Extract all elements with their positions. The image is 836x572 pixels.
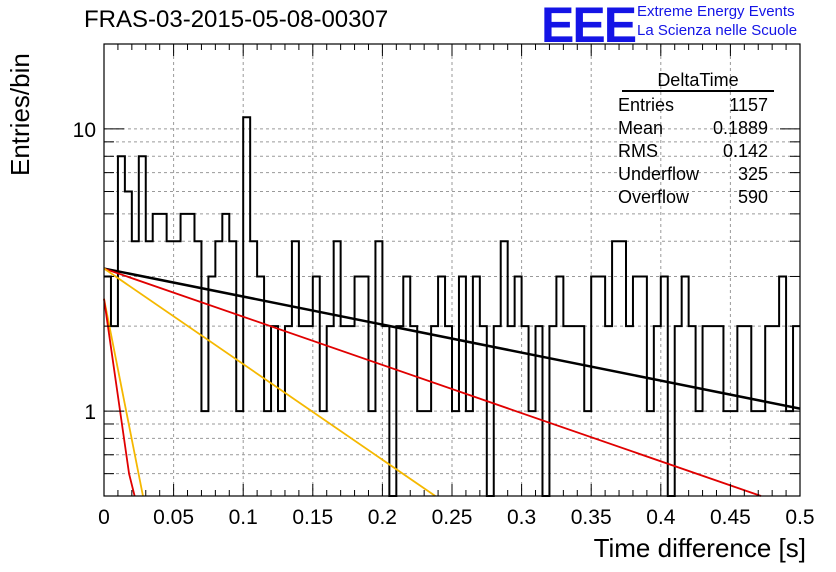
y-tick-label: 10 xyxy=(73,119,96,142)
stats-value: 1157 xyxy=(729,95,768,115)
x-tick-label: 0.45 xyxy=(710,506,751,529)
stats-label: Entries xyxy=(618,95,675,115)
stats-row-overflow: Overflow 590 xyxy=(612,186,774,209)
fit-line xyxy=(103,298,136,497)
stats-row-entries: Entries 1157 xyxy=(612,94,774,117)
eee-logo: EEE xyxy=(541,0,637,53)
x-tick-label: 0.4 xyxy=(646,506,676,529)
x-tick-label: 0 xyxy=(98,506,110,529)
x-axis-label: Time difference [s] xyxy=(593,533,806,563)
stats-label: Overflow xyxy=(618,187,690,207)
fit-line xyxy=(103,267,436,497)
x-tick-label: 0.05 xyxy=(153,506,194,529)
stats-label: Mean xyxy=(618,118,664,138)
stats-row-underflow: Underflow 325 xyxy=(612,163,774,186)
x-tick-label: 0.3 xyxy=(507,506,536,529)
fit-line xyxy=(103,267,801,410)
stats-value: 325 xyxy=(737,164,768,184)
x-tick-label: 0.15 xyxy=(292,506,333,529)
stats-label: Underflow xyxy=(618,164,700,184)
x-tick-label: 0.5 xyxy=(785,506,814,529)
x-tick-label: 0.2 xyxy=(368,506,397,529)
x-tick-label: 0.25 xyxy=(432,506,473,529)
y-tick-label: 1 xyxy=(84,401,96,424)
eee-logo-text: Extreme Energy Events La Scienza nelle S… xyxy=(637,2,797,40)
y-axis-label: Entries/bin xyxy=(5,53,35,176)
stats-label: RMS xyxy=(618,141,658,161)
stats-value: 0.142 xyxy=(722,141,768,161)
x-tick-label: 0.1 xyxy=(229,506,258,529)
logo-line-1: Extreme Energy Events xyxy=(637,3,795,20)
logo-line-2: La Scienza nelle Scuole xyxy=(637,22,798,39)
stats-title: DeltaTime xyxy=(622,70,774,92)
stats-box: DeltaTime Entries 1157 Mean 0.1889 RMS 0.14… xyxy=(612,70,774,209)
stats-value: 590 xyxy=(737,187,768,207)
fit-line xyxy=(103,267,762,497)
stats-row-rms: RMS 0.142 xyxy=(612,140,774,163)
fit-line xyxy=(103,298,144,497)
x-tick-label: 0.35 xyxy=(571,506,612,529)
stats-value: 0.1889 xyxy=(712,118,768,138)
stats-row-mean: Mean 0.1889 xyxy=(612,117,774,140)
chart-title: FRAS-03-2015-05-08-00307 xyxy=(84,6,389,33)
